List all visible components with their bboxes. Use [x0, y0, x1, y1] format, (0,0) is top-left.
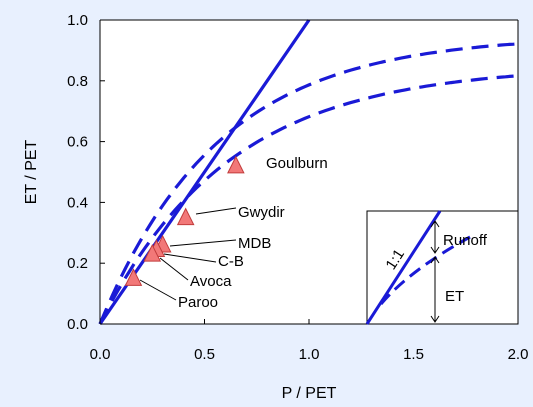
budyko-curve-2: [98, 74, 519, 325]
point-label-avoca: Avoca: [190, 273, 232, 290]
point-label-paroo: Paroo: [178, 294, 218, 311]
point-label-goulburn: Goulburn: [266, 155, 328, 172]
point-gwydir: [176, 207, 195, 226]
x-tick-label: 1.0: [299, 346, 320, 363]
inset-et-label: ET: [445, 288, 464, 305]
inset-runoff-label: Runoff: [443, 232, 488, 249]
runoff-arrow: [430, 220, 440, 254]
point-paroo: [124, 268, 143, 286]
point-label-mdb: MDB: [238, 235, 271, 252]
y-tick-label: 0.0: [67, 316, 88, 333]
axis-ticks: 0.0 0.5 1.0 1.5 2.0 0.0 0.2 0.4 0.6 0.8 1.0: [67, 12, 528, 363]
x-tick-label: 0.0: [90, 346, 111, 363]
x-tick-label: 1.5: [403, 346, 424, 363]
et-arrow: [430, 256, 440, 323]
leader-line: [163, 253, 217, 263]
leader-line: [159, 257, 189, 281]
data-points: [124, 155, 245, 286]
y-tick-label: 0.8: [67, 73, 88, 90]
point-label-cb: C-B: [218, 253, 244, 270]
leader-line: [139, 279, 177, 301]
y-tick-label: 0.2: [67, 255, 88, 272]
x-tick-label: 2.0: [508, 346, 529, 363]
point-avoca: [143, 243, 162, 262]
inset-curve: [379, 235, 471, 305]
inset-box: [366, 210, 519, 325]
leader-line: [169, 239, 237, 247]
y-tick-label: 0.6: [67, 134, 88, 151]
point-label-gwydir: Gwydir: [238, 204, 285, 221]
point-goulburn: [227, 155, 245, 174]
inset-diagram: 1:1 Runoff ET: [365, 210, 519, 325]
x-axis-title: P / PET: [282, 385, 337, 402]
y-axis-title: ET / PET: [23, 139, 40, 204]
x-tick-label: 0.5: [194, 346, 215, 363]
y-tick-label: 0.4: [67, 194, 88, 211]
inset-one-to-one-line: [365, 210, 442, 325]
y-tick-label: 1.0: [67, 12, 88, 29]
budyko-curve-1: [98, 42, 519, 325]
leader-line: [195, 207, 237, 215]
